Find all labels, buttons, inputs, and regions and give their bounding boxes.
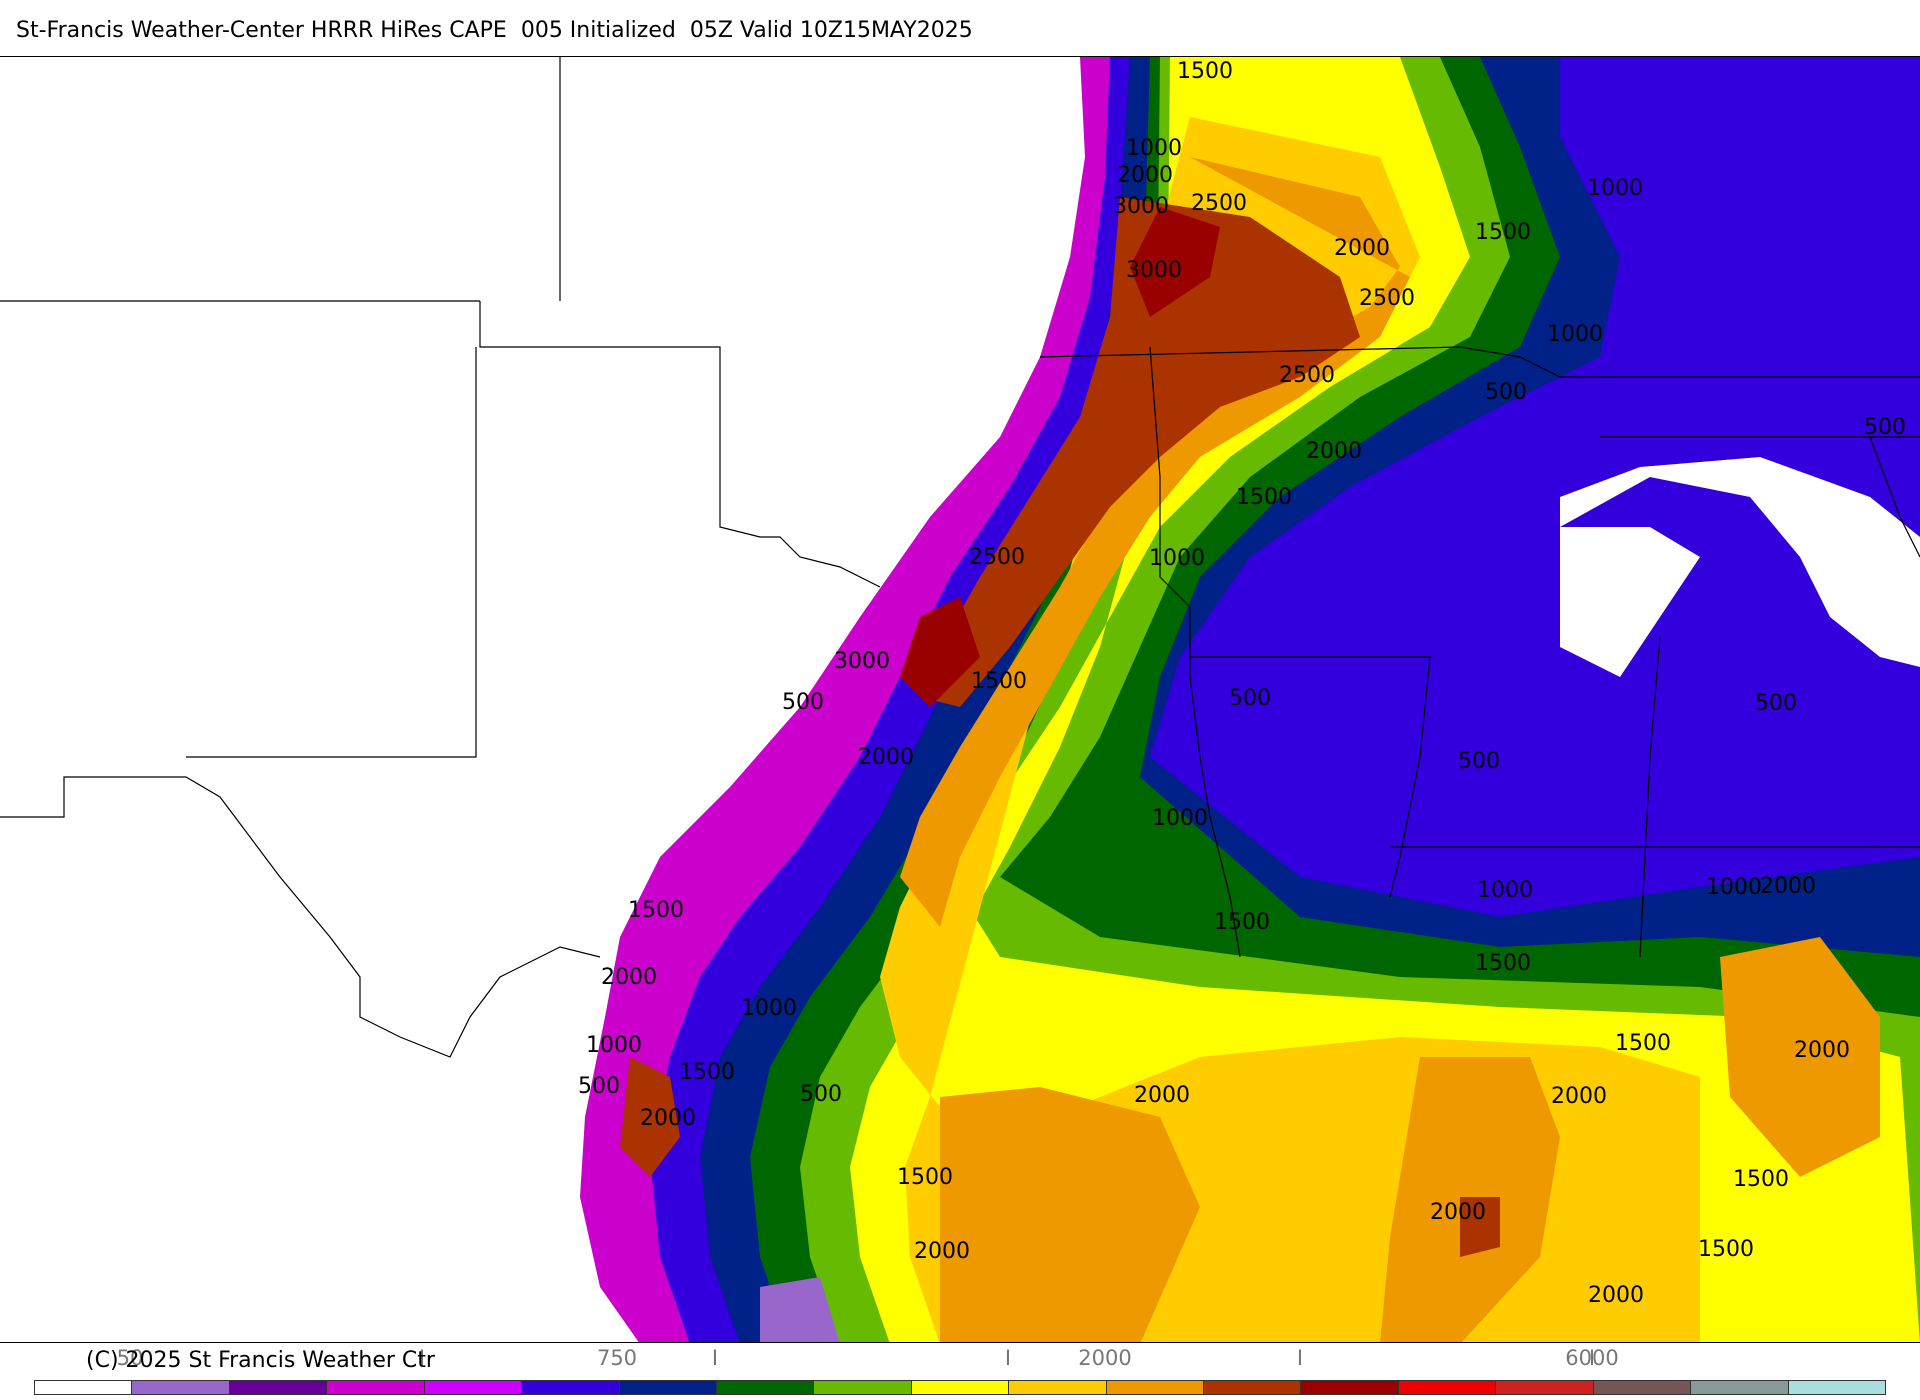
legend-swatch (424, 1381, 523, 1394)
legend-swatch (814, 1381, 912, 1394)
legend-tick: I (711, 1346, 719, 1370)
contour-label: 2000 (1306, 439, 1362, 464)
contour-label: 1000 (586, 1033, 642, 1058)
legend-swatch (1496, 1381, 1594, 1394)
contour-label: 2000 (640, 1106, 696, 1131)
contour-label: 2500 (1359, 286, 1415, 311)
contour-label: 1000 (1477, 878, 1533, 903)
legend-tick: I (1004, 1346, 1012, 1370)
legend-swatch (1204, 1381, 1302, 1394)
contour-label: 2000 (1134, 1083, 1190, 1108)
contour-label: 3000 (1126, 258, 1182, 283)
contour-label: 500 (1755, 691, 1797, 716)
contour-label: 2000 (914, 1239, 970, 1264)
contour-label: 500 (1485, 380, 1527, 405)
legend-tick: I (418, 1346, 426, 1370)
contour-label: 2500 (1279, 363, 1335, 388)
contour-label: 3000 (834, 649, 890, 674)
contour-label: 2500 (969, 545, 1025, 570)
state-boundaries (0, 57, 1920, 1058)
legend-swatch (1398, 1381, 1497, 1394)
map-title: St-Francis Weather-Center HRRR HiRes CAP… (16, 18, 973, 43)
contour-label: 1500 (1475, 220, 1531, 245)
contour-label: 3000 (1113, 194, 1169, 219)
legend-swatch (1106, 1381, 1205, 1394)
contour-label: 1500 (1475, 951, 1531, 976)
legend-ticks: 50 I 750 I I 2000 I 6000 I (0, 1346, 1920, 1380)
legend-swatch (1301, 1381, 1399, 1394)
contour-label: 1500 (1698, 1237, 1754, 1262)
contour-label: 500 (800, 1082, 842, 1107)
contour-label: 500 (1458, 749, 1500, 774)
contour-label: 1500 (1733, 1167, 1789, 1192)
legend-swatch (229, 1381, 328, 1394)
copyright-text: (C) 2025 St Francis Weather Ctr (86, 1348, 435, 1373)
contour-label: 500 (1864, 415, 1906, 440)
contour-label: 2000 (1760, 874, 1816, 899)
contour-label: 1500 (1615, 1031, 1671, 1056)
legend-swatch (35, 1381, 133, 1394)
legend-swatch (1788, 1381, 1886, 1394)
legend-tick: I (1296, 1346, 1304, 1370)
contour-label: 1500 (1177, 59, 1233, 84)
contour-label: 1000 (741, 996, 797, 1021)
contour-label: 2000 (1551, 1084, 1607, 1109)
contour-label: 500 (782, 690, 824, 715)
legend-tick: 750 (596, 1346, 638, 1370)
contour-label: 1500 (679, 1060, 735, 1085)
contour-label: 2000 (1430, 1200, 1486, 1225)
contour-label: 2000 (858, 745, 914, 770)
legend-tick: 50 (116, 1346, 144, 1370)
legend-swatch (716, 1381, 815, 1394)
contour-labels: 1500 1000 2000 3000 2500 1000 2000 1500 … (578, 59, 1906, 1308)
contour-label: 500 (578, 1074, 620, 1099)
color-legend-bar (34, 1380, 1886, 1395)
contour-label: 2000 (1588, 1283, 1644, 1308)
contour-label: 2000 (1117, 163, 1173, 188)
legend-swatch (522, 1381, 620, 1394)
legend-tick: I (1588, 1346, 1596, 1370)
contour-label: 1500 (897, 1165, 953, 1190)
legend-swatch (1009, 1381, 1107, 1394)
legend-swatch (1691, 1381, 1789, 1394)
contour-label: 1500 (628, 898, 684, 923)
contour-label: 1000 (1547, 322, 1603, 347)
cape-shading (580, 57, 1920, 1342)
legend-tick: 2000 (1078, 1346, 1132, 1370)
contour-label: 1000 (1152, 806, 1208, 831)
legend-swatch (132, 1381, 230, 1394)
contour-label: 1000 (1126, 136, 1182, 161)
legend-swatch (327, 1381, 425, 1394)
contour-label: 500 (1229, 686, 1271, 711)
cape-map-canvas: 1500 1000 2000 3000 2500 1000 2000 1500 … (0, 57, 1920, 1342)
contour-label: 2500 (1191, 191, 1247, 216)
contour-label: 2000 (1334, 236, 1390, 261)
legend-swatch (619, 1381, 717, 1394)
legend-tick: 6000 (1565, 1346, 1619, 1370)
contour-label: 1000 (1706, 875, 1762, 900)
contour-label: 1000 (1149, 546, 1205, 571)
contour-label: 1000 (1587, 176, 1643, 201)
contour-label: 1500 (971, 669, 1027, 694)
contour-label: 2000 (1794, 1038, 1850, 1063)
cape-map: 1500 1000 2000 3000 2500 1000 2000 1500 … (0, 56, 1920, 1343)
legend-swatch (1593, 1381, 1692, 1394)
contour-label: 2000 (601, 965, 657, 990)
legend-swatch (911, 1381, 1010, 1394)
contour-label: 1500 (1214, 910, 1270, 935)
contour-label: 1500 (1236, 485, 1292, 510)
